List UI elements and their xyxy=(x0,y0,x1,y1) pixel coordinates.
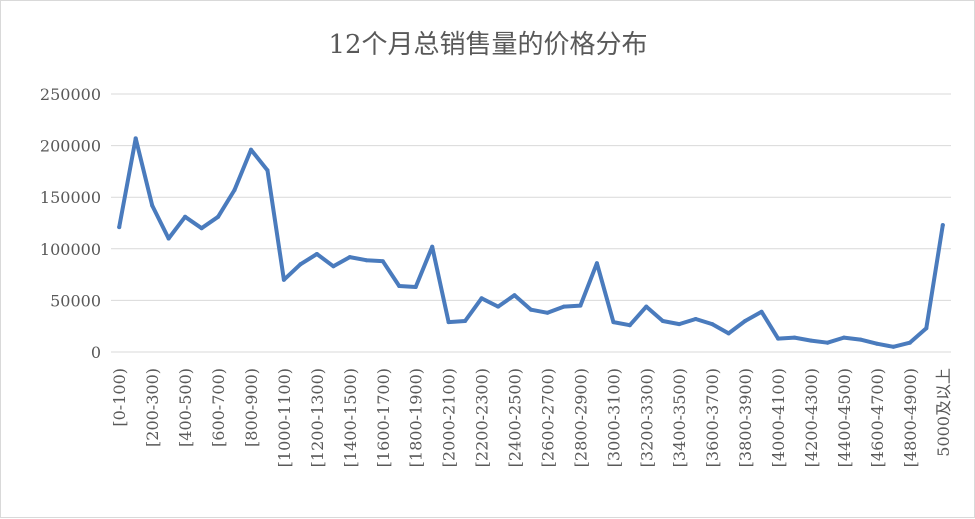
x-tick-label: [2000-2100) xyxy=(440,368,459,467)
data-point xyxy=(298,262,303,267)
data-point xyxy=(924,326,929,331)
data-point xyxy=(496,304,501,309)
x-tick-label: [2400-2500) xyxy=(506,368,525,467)
data-point xyxy=(594,261,599,266)
data-point xyxy=(841,335,846,340)
data-point xyxy=(529,307,533,312)
x-tick-label: [1200-1300) xyxy=(308,368,327,467)
x-tick-label: [4800-4900) xyxy=(901,368,920,467)
x-tick-label: [600-700) xyxy=(209,368,228,447)
data-point xyxy=(347,255,352,260)
x-tick-label: [2200-2300) xyxy=(473,368,492,467)
data-point xyxy=(479,296,484,301)
data-point xyxy=(545,310,550,315)
data-point xyxy=(166,236,171,241)
data-point xyxy=(380,259,385,264)
data-point xyxy=(907,340,912,345)
data-point xyxy=(133,136,138,141)
x-tick-label: [1600-1700) xyxy=(374,368,393,467)
x-tick-label: [2800-2900) xyxy=(571,368,590,467)
data-point xyxy=(364,258,369,263)
x-tick-label: [1800-1900) xyxy=(407,368,426,467)
data-point xyxy=(314,252,319,256)
x-tick-label: [4400-4500) xyxy=(835,368,854,467)
data-point xyxy=(940,223,945,228)
x-tick-label: [4000-4100) xyxy=(769,368,788,467)
series-layer xyxy=(117,136,945,349)
data-point xyxy=(792,335,797,340)
data-point xyxy=(726,331,731,336)
data-point xyxy=(578,303,583,308)
data-point xyxy=(249,147,253,152)
data-point xyxy=(874,341,879,346)
data-point xyxy=(891,344,896,349)
x-axis-ticks: [0-100) [200-300) [400-500) [600-700) [800-9… xyxy=(110,368,953,467)
data-point xyxy=(627,323,632,328)
data-point xyxy=(858,337,863,342)
x-tick-label: [1000-1100) xyxy=(275,368,294,467)
gridlines xyxy=(111,93,951,353)
chart-title: 12个月总销售量的价格分布 xyxy=(328,30,647,60)
y-tick-label: 200000 xyxy=(40,137,101,156)
x-tick-label: [3600-3700) xyxy=(703,368,722,467)
x-tick-label: [1400-1500) xyxy=(341,368,360,467)
y-tick-label: 150000 xyxy=(40,188,101,207)
data-point xyxy=(463,319,468,323)
x-tick-label: [4200-4300) xyxy=(802,368,821,467)
y-axis-ticks: 0 50000 100000 150000 200000 250000 xyxy=(40,85,101,362)
data-point xyxy=(413,285,418,289)
data-point xyxy=(199,226,204,231)
x-tick-label: [2600-2700) xyxy=(538,368,557,467)
data-point xyxy=(776,336,781,341)
x-tick-label: [3800-3900) xyxy=(736,368,755,467)
x-tick-label: [800-900) xyxy=(242,368,261,447)
data-point xyxy=(232,188,237,192)
data-point xyxy=(430,244,435,249)
y-tick-label: 250000 xyxy=(40,85,101,104)
data-point xyxy=(561,304,566,309)
data-point xyxy=(825,340,830,345)
data-point xyxy=(216,214,221,219)
data-point xyxy=(331,264,336,269)
x-tick-label: 5000及以上 xyxy=(934,368,953,457)
y-tick-label: 100000 xyxy=(40,240,101,259)
x-tick-label: [200-300) xyxy=(143,368,162,447)
x-tick-label: [4600-4700) xyxy=(868,368,887,467)
y-tick-label: 50000 xyxy=(50,291,101,310)
x-tick-label: [3400-3500) xyxy=(670,368,689,467)
data-point xyxy=(265,168,270,173)
data-point xyxy=(611,320,616,325)
data-point xyxy=(281,277,286,282)
data-point xyxy=(809,338,813,343)
data-point xyxy=(183,214,188,219)
x-tick-label: [0-100) xyxy=(110,368,129,427)
data-point xyxy=(644,304,649,309)
data-point xyxy=(397,284,402,288)
data-point xyxy=(693,317,698,321)
series-line xyxy=(117,136,945,349)
x-tick-label: [3000-3100) xyxy=(604,368,623,467)
data-point xyxy=(710,322,715,327)
data-point xyxy=(743,319,748,323)
data-point xyxy=(150,203,155,208)
data-point xyxy=(446,320,451,325)
data-point xyxy=(677,322,682,327)
data-point xyxy=(660,319,665,323)
x-tick-label: [3200-3300) xyxy=(637,368,656,467)
y-tick-label: 0 xyxy=(91,343,101,362)
data-point xyxy=(117,225,122,230)
x-tick-label: [400-500) xyxy=(176,368,195,447)
data-point xyxy=(512,293,517,298)
data-point xyxy=(759,309,764,314)
